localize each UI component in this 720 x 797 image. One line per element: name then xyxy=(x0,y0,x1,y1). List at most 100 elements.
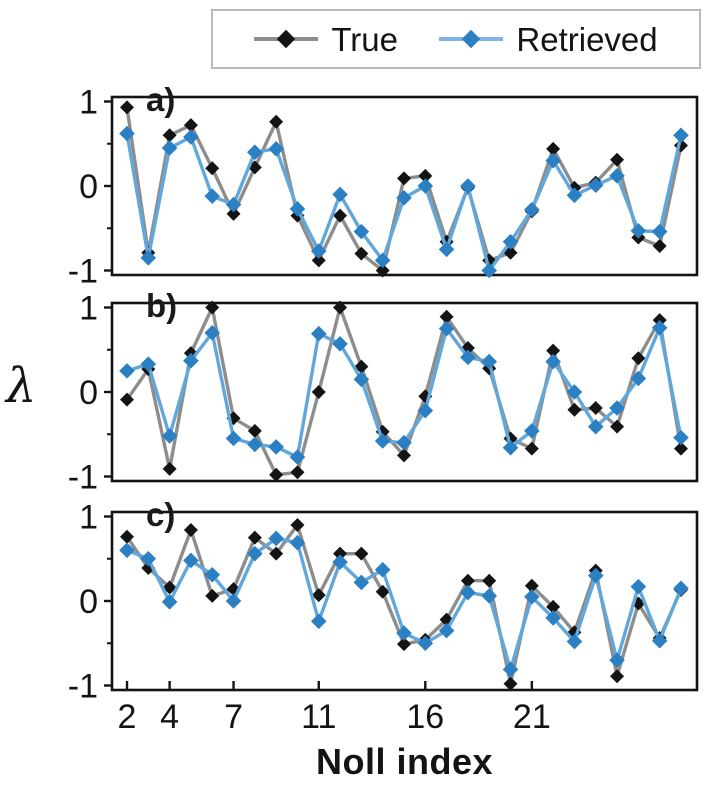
retrieved-data-point xyxy=(587,177,604,193)
true-data-point xyxy=(226,206,241,221)
true-data-point xyxy=(183,118,198,133)
retrieved-data-point xyxy=(119,542,135,559)
true-data-point xyxy=(183,523,198,538)
true-data-point xyxy=(247,423,262,438)
x-tick-label: 7 xyxy=(224,698,243,736)
true-data-point xyxy=(354,359,369,374)
retrieved-data-point xyxy=(438,320,455,337)
true-data-point xyxy=(610,669,625,684)
retrieved-data-point xyxy=(417,178,434,194)
retrieved-data-point xyxy=(268,530,284,547)
true-data-point xyxy=(333,546,348,561)
panel-label-c: c) xyxy=(146,496,176,533)
retrieved-data-point xyxy=(225,593,242,609)
retrieved-data-point xyxy=(566,384,583,400)
true-data-point xyxy=(396,171,411,186)
retrieved-data-point xyxy=(587,418,604,435)
true-data-point xyxy=(120,100,134,115)
retrieved-data-point xyxy=(332,336,348,352)
retrieved-data-point xyxy=(587,567,604,584)
retrieved-data-point xyxy=(247,545,263,562)
retrieved-data-point xyxy=(651,319,668,336)
retrieved-data-point xyxy=(204,188,221,204)
retrieved-data-point xyxy=(374,561,391,578)
true-data-point xyxy=(205,588,220,603)
true-data-point xyxy=(269,467,284,482)
retrieved-data-point xyxy=(332,554,348,570)
retrieved-data-point xyxy=(566,187,583,204)
y-tick-label: -1 xyxy=(68,668,98,706)
true-data-point xyxy=(460,573,475,588)
retrieved-data-point xyxy=(247,436,263,453)
panel-frame xyxy=(110,95,699,277)
x-tick-label: 2 xyxy=(118,698,137,736)
true-data-point xyxy=(631,351,646,366)
true-data-point xyxy=(610,419,625,434)
retrieved-data-point xyxy=(374,252,391,269)
true-data-point xyxy=(418,168,433,183)
true-data-point xyxy=(439,309,454,324)
true-data-point xyxy=(610,152,625,167)
y-tick-label: -1 xyxy=(68,459,98,497)
y-axis-label: λ xyxy=(6,358,37,414)
retrieved-data-point xyxy=(673,429,689,446)
retrieved-data-point xyxy=(630,370,647,387)
retrieved-data-point xyxy=(161,594,178,610)
true-data-point xyxy=(503,676,518,691)
retrieved-data-point xyxy=(247,144,263,160)
true-data-point xyxy=(652,238,667,253)
legend: True Retrieved xyxy=(211,9,701,69)
retrieved-data-point xyxy=(460,349,476,366)
retrieved-data-point xyxy=(161,428,178,444)
x-axis-label: Noll index xyxy=(315,741,494,782)
true-data-point xyxy=(311,385,326,399)
legend-entry-retrieved: Retrieved xyxy=(439,20,658,58)
retrieved-data-point xyxy=(183,129,199,145)
retrieved-data-point xyxy=(310,325,327,342)
true-data-point xyxy=(354,546,369,561)
retrieved-data-point xyxy=(289,534,306,551)
retrieved-data-point xyxy=(353,223,370,240)
legend-label-retrieved: Retrieved xyxy=(516,20,658,58)
true-data-point xyxy=(375,263,390,278)
panel-frame xyxy=(110,510,699,692)
retrieved-data-point xyxy=(353,371,370,388)
true-data-point xyxy=(546,141,561,156)
retrieved-data-point xyxy=(609,168,625,184)
true-data-point xyxy=(120,392,134,407)
retrieved-data-point xyxy=(438,622,455,639)
panel-label-a: a) xyxy=(146,81,176,118)
true-data-point xyxy=(205,161,220,176)
true-line-sample xyxy=(254,29,319,49)
y-tick-label: -1 xyxy=(68,253,98,291)
retrieved-data-point xyxy=(417,635,434,652)
retrieved-data-point xyxy=(204,567,221,583)
retrieved-data-point xyxy=(545,610,561,626)
retrieved-data-point xyxy=(502,233,519,250)
retrieved-data-point xyxy=(673,127,689,144)
true-data-point xyxy=(524,578,539,593)
true-data-point xyxy=(375,584,390,599)
retrieved-data-point xyxy=(161,140,178,156)
retrieved-data-point xyxy=(204,325,221,341)
retrieved-data-point xyxy=(396,190,412,206)
true-diamond-marker-icon xyxy=(277,29,296,49)
true-data-point xyxy=(290,465,305,480)
retrieved-data-point xyxy=(545,353,561,370)
retrieved-data-point xyxy=(183,352,199,369)
true-data-point xyxy=(333,300,348,315)
x-tick-label: 21 xyxy=(513,698,551,736)
true-data-point xyxy=(524,441,539,456)
y-tick-label: 1 xyxy=(79,499,98,537)
retrieved-data-point xyxy=(481,588,498,604)
true-data-point xyxy=(588,401,603,416)
true-data-point xyxy=(311,253,326,268)
y-tick-label: 1 xyxy=(79,290,98,328)
retrieved-data-point xyxy=(353,574,370,591)
true-data-point xyxy=(162,461,177,476)
true-data-point xyxy=(162,128,177,143)
retrieved-data-point xyxy=(651,632,668,649)
retrieved-data-point xyxy=(310,243,327,259)
